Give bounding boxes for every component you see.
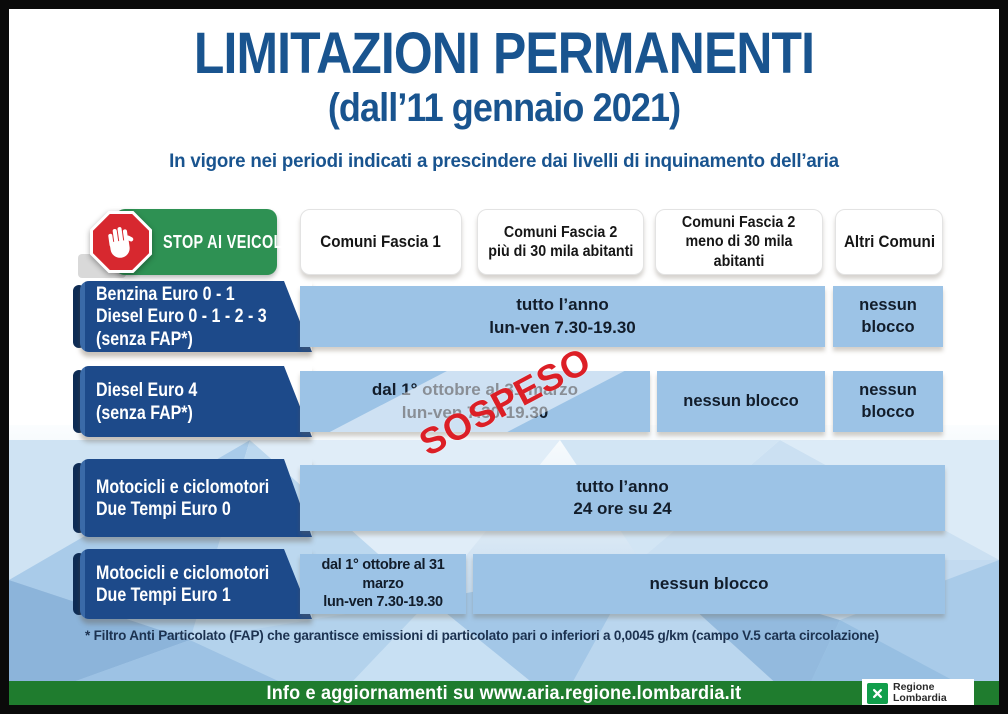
ribbon-shape [80, 549, 312, 619]
stop-vehicles-label: STOP AI VEICOLI [163, 231, 288, 252]
rosa-camuna-icon [867, 682, 888, 704]
row-label-benzina-diesel: Benzina Euro 0 - 1 Diesel Euro 0 - 1 - 2… [80, 281, 312, 352]
row-label-line: (senza FAP*) [96, 401, 193, 424]
column-header-line: Comuni Fascia 1 [320, 232, 442, 251]
row-label-line: Motocicli e ciclomotori [96, 561, 270, 584]
row-label-line: Due Tempi Euro 1 [96, 584, 231, 606]
column-header-fascia2-piu30mila: Comuni Fascia 2 più di 30 mila abitanti [477, 209, 644, 275]
cell-row4-altre-zone: nessun blocco [473, 554, 945, 614]
column-header-line: meno di 30 mila abitanti [685, 233, 793, 270]
column-header-fascia2-meno30mila: Comuni Fascia 2 meno di 30 mila abitanti [655, 209, 823, 275]
column-header-line: Comuni Fascia 2 [682, 213, 796, 231]
row-label-line: Motocicli e ciclomotori [96, 475, 270, 498]
row-label-moto-euro1: Motocicli e ciclomotori Due Tempi Euro 1 [80, 549, 312, 619]
cell-row4-fascia1: dal 1° ottobre al 31 marzo lun-ven 7.30-… [300, 554, 466, 614]
ribbon-shape [80, 366, 312, 437]
page-subtitle: (dall’11 gennaio 2021) [327, 85, 681, 130]
cell-line: nessun blocco [683, 391, 799, 410]
regione-lombardia-logo: Regione Lombardia [862, 679, 974, 707]
footer-url: Info e aggiornamenti su www.aria.regione… [266, 682, 742, 704]
cell-row1-altri-comuni: nessun blocco [833, 286, 943, 347]
cell-line: nessun blocco [859, 296, 917, 336]
row-label-moto-euro0: Motocicli e ciclomotori Due Tempi Euro 0 [80, 459, 312, 537]
column-header-fascia1: Comuni Fascia 1 [300, 209, 462, 275]
stop-sign-icon [90, 211, 152, 273]
cell-line: nessun blocco [649, 573, 769, 593]
cell-line: tutto l’anno [516, 295, 609, 315]
logo-text-line: Lombardia [893, 692, 947, 704]
row-label-line: Diesel Euro 4 [96, 379, 198, 402]
column-header-line: Comuni Fascia 2 [503, 223, 618, 241]
tagline: In vigore nei periodi indicati a prescin… [169, 149, 839, 172]
column-header-line: Altri Comuni [843, 232, 935, 251]
cell-line: lun-ven 7.30-19.30 [489, 317, 636, 337]
cell-line: tutto l’anno [576, 476, 669, 496]
hand-icon [108, 227, 134, 258]
fap-footnote: * Filtro Anti Particolato (FAP) che gara… [85, 628, 879, 643]
cell-row2-fascia2-meno30mila: nessun blocco [657, 371, 825, 432]
cell-row2-fascia1-2: dal 1° ottobre al 31 marzo lun-ven 7.30-… [300, 371, 650, 432]
cell-line: dal 1° ottobre al 31 marzo [321, 556, 445, 592]
logo-text-line: Regione [893, 680, 935, 693]
cell-row1-fascia1-2-3: tutto l’anno lun-ven 7.30-19.30 [300, 286, 825, 347]
footer-bar: Info e aggiornamenti su www.aria.regione… [9, 681, 999, 706]
row-label-diesel-euro4: Diesel Euro 4 (senza FAP*) [80, 366, 312, 437]
row-label-line: Due Tempi Euro 0 [96, 498, 231, 520]
cell-line: lun-ven 7.30-19.30 [323, 594, 443, 611]
header: LIMITAZIONI PERMANENTI (dall’11 gennaio … [0, 21, 1008, 173]
cell-row2-altri-comuni: nessun blocco [833, 371, 943, 432]
page-title: LIMITAZIONI PERMANENTI [193, 21, 815, 86]
column-header-altri-comuni: Altri Comuni [835, 209, 943, 275]
column-header-line: più di 30 mila abitanti [487, 243, 634, 260]
ribbon-shape [80, 281, 312, 352]
row-label-line: Benzina Euro 0 - 1 [96, 283, 235, 306]
cell-row3-tutte-le-zone: tutto l’anno 24 ore su 24 [300, 465, 945, 531]
cell-line: 24 ore su 24 [573, 499, 672, 518]
row-label-line: (senza FAP*) [96, 327, 193, 350]
cell-line: nessun blocco [859, 381, 917, 421]
row-label-line: Diesel Euro 0 - 1 - 2 - 3 [96, 305, 267, 328]
ribbon-shape [80, 459, 312, 537]
